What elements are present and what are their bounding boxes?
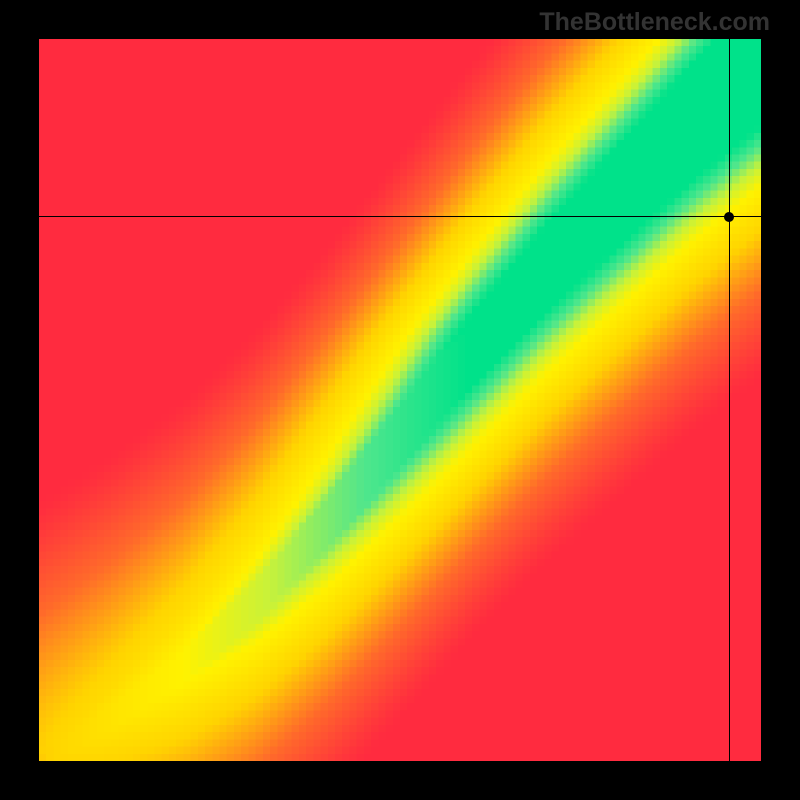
crosshair-vertical	[729, 39, 730, 761]
watermark-text: TheBottleneck.com	[539, 8, 770, 37]
crosshair-horizontal	[39, 216, 761, 217]
crosshair-marker	[724, 212, 734, 222]
chart-container: TheBottleneck.com	[0, 0, 800, 800]
bottleneck-heatmap	[39, 39, 761, 761]
